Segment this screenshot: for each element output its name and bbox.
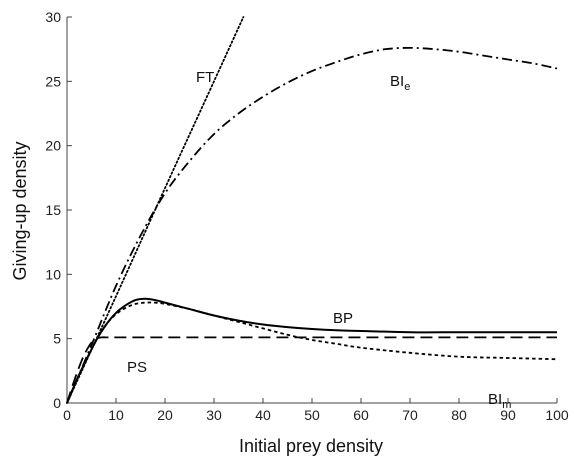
y-ticks: 0 5 10 15 20 25 30: [45, 9, 72, 411]
x-axis-label: Initial prey density: [239, 436, 383, 456]
y-tick-label: 20: [45, 138, 61, 154]
y-tick-label: 30: [45, 9, 61, 25]
axes: [66, 17, 557, 404]
x-tick-label: 0: [63, 407, 71, 423]
x-tick-label: 20: [157, 407, 173, 423]
x-tick-label: 80: [451, 407, 467, 423]
x-tick-label: 10: [108, 407, 124, 423]
y-tick-label: 10: [45, 266, 61, 282]
series-line-bim: [66, 301, 558, 404]
series-line-bp: [66, 297, 557, 404]
label-bie: BIe: [390, 73, 410, 93]
x-tick-label: 70: [402, 407, 418, 423]
label-bim-sub: m: [502, 399, 511, 411]
y-tick-label: 15: [45, 202, 61, 218]
series-line-ps: [66, 336, 557, 404]
x-tick-label: 40: [255, 407, 271, 423]
y-axis-label: Giving-up density: [10, 141, 30, 280]
label-ps: PS: [127, 359, 147, 376]
label-bim-main: BI: [488, 391, 502, 408]
x-tick-label: 60: [353, 407, 369, 423]
x-tick-label: 50: [304, 407, 320, 423]
label-bie-sub: e: [404, 81, 410, 93]
series-lines: [66, 16, 558, 404]
y-tick-label: 25: [45, 73, 61, 89]
x-tick-label: 100: [545, 407, 569, 423]
y-tick-label: 0: [53, 395, 61, 411]
series-line-bie: [66, 46, 558, 404]
x-tick-label: 30: [206, 407, 222, 423]
y-tick-label: 5: [53, 331, 61, 347]
x-ticks: 0 10 20 30 40 50 60 70 80 90 100: [63, 398, 569, 423]
label-bim: BIm: [488, 391, 511, 411]
label-bie-main: BI: [390, 73, 404, 90]
label-bp: BP: [333, 310, 353, 327]
label-ft: FT: [196, 69, 214, 86]
x-tick-label: 90: [500, 407, 516, 423]
